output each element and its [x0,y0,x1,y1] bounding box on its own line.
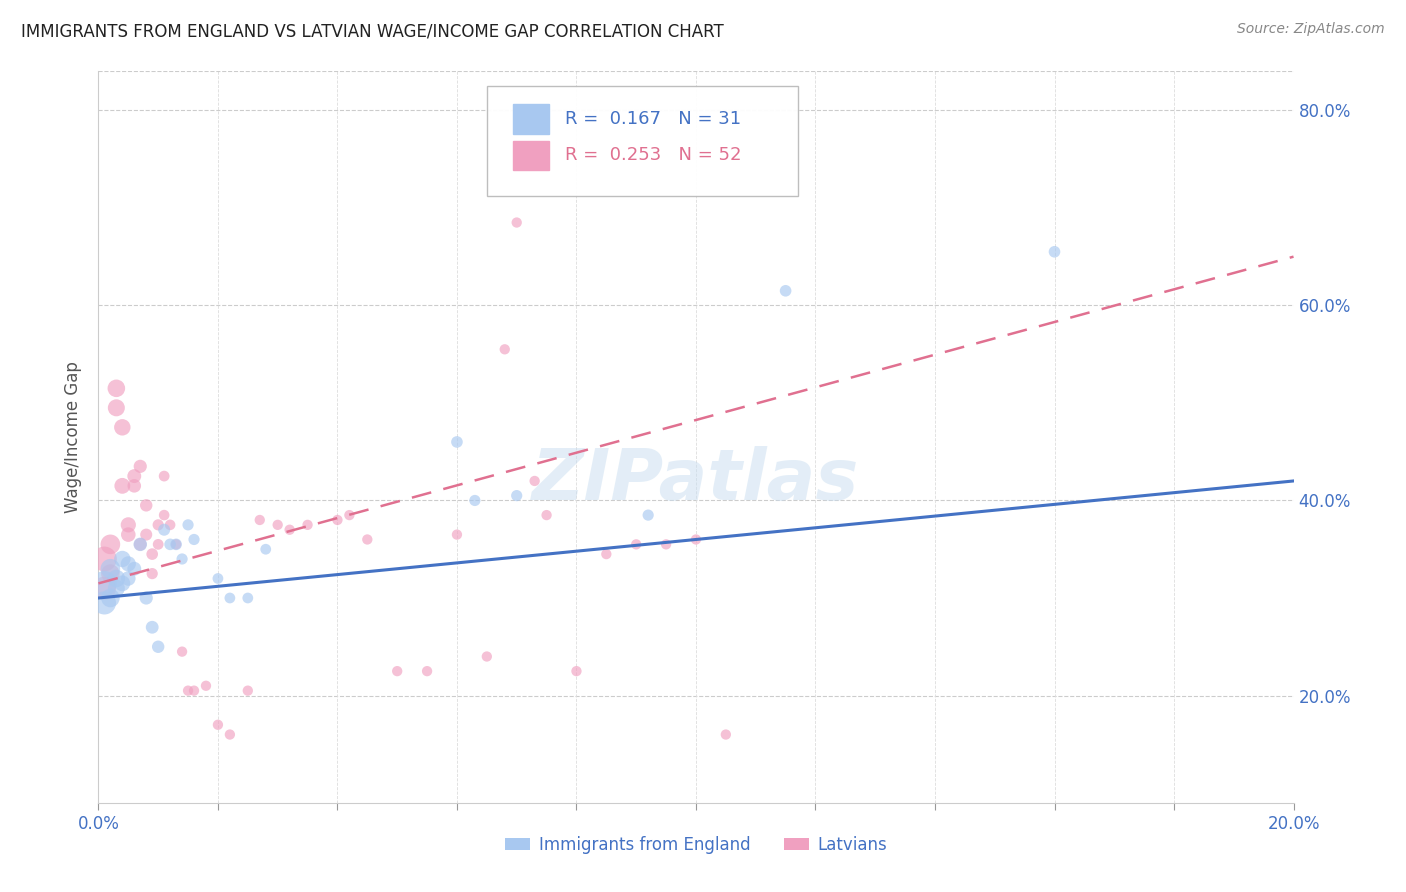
Point [111,576,134,591]
Point [385,664,409,678]
Point [506,489,529,503]
Legend: Immigrants from England, Latvians: Immigrants from England, Latvians [499,829,893,860]
Point [93,581,115,595]
Point [159,537,181,551]
Text: ZIPatlas: ZIPatlas [533,447,859,516]
Point [249,513,271,527]
Point [775,284,797,298]
Point [153,469,176,483]
Point [129,537,152,551]
Point [135,527,157,541]
Point [93,596,115,610]
Point [105,572,128,586]
Point [183,533,205,547]
Y-axis label: Wage/Income Gap: Wage/Income Gap [65,361,83,513]
Point [685,533,707,547]
Point [326,513,349,527]
Point [714,727,737,741]
Point [148,537,170,551]
Point [124,479,146,493]
Point [129,459,152,474]
Point [1043,244,1066,259]
Point [655,537,678,551]
Point [356,533,378,547]
Bar [513,141,548,170]
Point [267,517,290,532]
Point [626,537,648,551]
Point [98,591,122,605]
Point [105,381,128,395]
Point [135,591,157,605]
Point [506,215,529,229]
Point [165,537,187,551]
Point [207,572,229,586]
Point [446,527,468,541]
Point [339,508,361,522]
Point [159,517,181,532]
Point [595,547,617,561]
Point [111,479,134,493]
Point [637,508,659,522]
Point [183,683,205,698]
Point [236,591,259,605]
Point [141,620,163,634]
Point [93,576,115,591]
Text: Source: ZipAtlas.com: Source: ZipAtlas.com [1237,22,1385,37]
Point [141,566,163,581]
Point [494,343,516,357]
Point [475,649,498,664]
Point [124,562,146,576]
Point [523,474,546,488]
Point [105,581,128,595]
Point [141,547,163,561]
Text: IMMIGRANTS FROM ENGLAND VS LATVIAN WAGE/INCOME GAP CORRELATION CHART: IMMIGRANTS FROM ENGLAND VS LATVIAN WAGE/… [21,22,724,40]
Point [278,523,301,537]
Point [219,727,242,741]
Point [207,718,229,732]
Point [219,591,242,605]
Point [93,552,115,566]
Point [165,537,187,551]
Point [129,537,152,551]
Point [565,664,588,678]
Point [172,645,194,659]
Point [177,517,200,532]
Point [153,508,176,522]
Point [117,572,139,586]
Point [117,517,139,532]
Text: R =  0.167   N = 31: R = 0.167 N = 31 [565,110,741,128]
Point [536,508,558,522]
Point [111,420,134,434]
Bar [513,104,548,134]
Text: R =  0.253   N = 52: R = 0.253 N = 52 [565,146,741,164]
Point [177,683,200,698]
Point [148,517,170,532]
Point [135,499,157,513]
Point [236,683,259,698]
Point [148,640,170,654]
Point [117,557,139,571]
Point [117,527,139,541]
Point [98,566,122,581]
Point [416,664,439,678]
Point [297,517,319,532]
Point [446,434,468,449]
Point [153,523,176,537]
Point [111,552,134,566]
Point [98,562,122,576]
FancyBboxPatch shape [486,86,797,195]
Point [172,552,194,566]
Point [105,401,128,415]
Point [195,679,218,693]
Point [98,537,122,551]
Point [464,493,486,508]
Point [124,469,146,483]
Point [254,542,277,557]
